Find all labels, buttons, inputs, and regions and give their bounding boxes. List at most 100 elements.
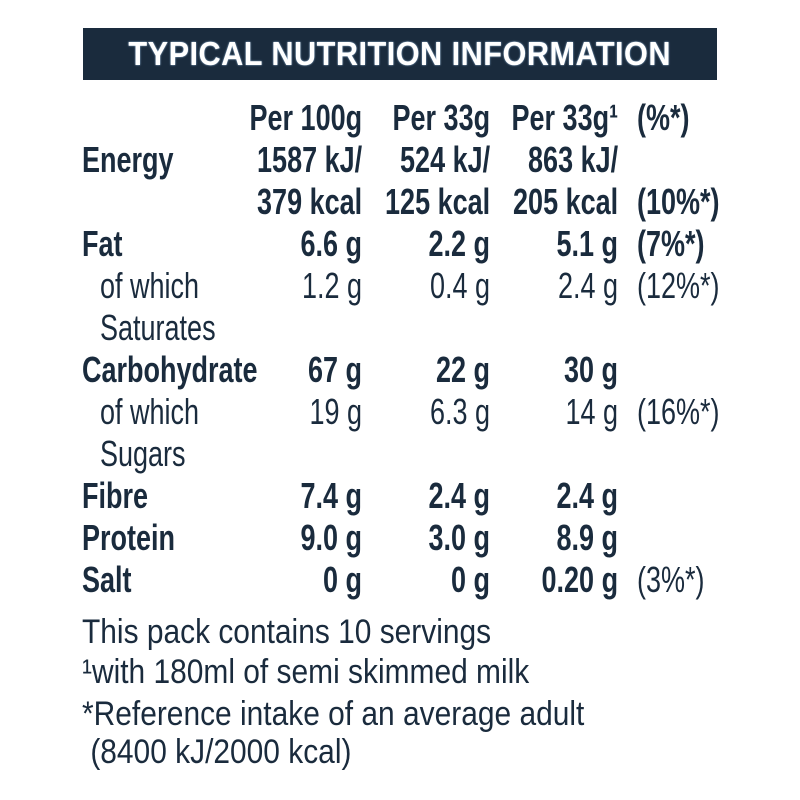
value-c1: 0 g [310, 559, 362, 601]
nutrient-label: Sugars [100, 433, 214, 475]
cell-text: 0 g [450, 559, 490, 600]
cell-text: 30 g [563, 349, 618, 390]
cell-text: 8.9 g [556, 517, 618, 558]
value-c3: 0.20 g [516, 559, 618, 601]
value-c2: 6.3 g [410, 391, 490, 433]
value-c1: 7.4 g [280, 475, 362, 517]
cell-text: 19 g [309, 391, 362, 432]
cell-text: 2.4 g [557, 265, 618, 306]
cell-text: Per 33g [392, 97, 490, 138]
cell-text: Salt [82, 559, 132, 600]
value-c1: 6.6 g [280, 223, 362, 265]
cell-text: 6.6 g [300, 223, 362, 264]
reference-intake-percent: (7%*) [637, 223, 727, 265]
nutrient-label: Salt [82, 559, 148, 601]
value-c3: 5.1 g [536, 223, 618, 265]
cell-text: 0.4 g [429, 265, 490, 306]
cell-text: 863 kJ/ [527, 139, 618, 180]
cell-text: Saturates [100, 307, 216, 348]
footnote-line: *Reference intake of an average adult [82, 693, 653, 735]
value-c1: Per 100g [212, 97, 362, 139]
cell-text: 125 kcal [384, 181, 490, 222]
reference-intake-percent: (3%*) [637, 559, 727, 601]
cell-text: Fibre [82, 475, 149, 516]
table-row: of which 1.2 g 0.4 g 2.4 g (12%*) [0, 265, 800, 307]
cell-text: (3%*) [637, 559, 705, 600]
cell-text: (7%*) [637, 223, 705, 264]
reference-intake-percent: (10%*) [637, 181, 747, 223]
cell-text: 3.0 g [428, 517, 490, 558]
nutrient-label: Saturates [100, 307, 254, 349]
table-row: 379 kcal 125 kcal 205 kcal (10%*) [0, 181, 800, 223]
value-c3: Per 33g¹ [476, 97, 618, 139]
footnote-text: *Reference intake of an average adult [82, 695, 585, 733]
value-c2: 125 kcal [350, 181, 490, 223]
footnote-text: ¹with 180ml of semi skimmed milk [82, 653, 530, 691]
cell-text: 205 kcal [512, 181, 618, 222]
footnote-text: This pack contains 10 servings [82, 613, 492, 651]
cell-text: 22 g [435, 349, 490, 390]
cell-text: 14 g [565, 391, 618, 432]
value-c2: 0.4 g [410, 265, 490, 307]
table-header-row: Per 100g Per 33g Per 33g¹ (%*) [0, 97, 800, 139]
nutrient-label: Carbohydrate [82, 349, 316, 391]
value-c2: 2.4 g [408, 475, 490, 517]
value-c1: 67 g [290, 349, 362, 391]
table-row: Saturates [0, 307, 800, 349]
value-c1: 9.0 g [280, 517, 362, 559]
value-c3: 2.4 g [536, 475, 618, 517]
table-row: Sugars [0, 433, 800, 475]
value-c2: 2.2 g [408, 223, 490, 265]
value-c3: 30 g [546, 349, 618, 391]
cell-text: 1587 kJ/ [256, 139, 362, 180]
cell-text: 7.4 g [300, 475, 362, 516]
cell-text: 0.20 g [541, 559, 618, 600]
nutrient-label: Fat [82, 223, 136, 265]
reference-intake-percent: (%*) [637, 97, 707, 139]
value-c3: 14 g [548, 391, 618, 433]
page-title: TYPICAL NUTRITION INFORMATION [128, 35, 672, 72]
cell-text: Energy [82, 139, 174, 180]
table-row: Protein 9.0 g 3.0 g 8.9 g [0, 517, 800, 559]
value-c3: 2.4 g [538, 265, 618, 307]
reference-intake-percent: (12%*) [637, 265, 747, 307]
value-c2: Per 33g [360, 97, 490, 139]
title-banner: TYPICAL NUTRITION INFORMATION [83, 28, 717, 80]
cell-text: 2.4 g [556, 475, 618, 516]
table-row: Fat 6.6 g 2.2 g 5.1 g (7%*) [0, 223, 800, 265]
value-c3: 863 kJ/ [498, 139, 618, 181]
footnote-text: (8400 kJ/2000 kcal) [82, 733, 352, 771]
cell-text: Fat [82, 223, 123, 264]
footnote-line: This pack contains 10 servings [82, 611, 547, 653]
value-c1: 1587 kJ/ [222, 139, 362, 181]
nutrient-label: of which [100, 265, 232, 307]
cell-text: 1.2 g [301, 265, 362, 306]
table-row: Fibre 7.4 g 2.4 g 2.4 g [0, 475, 800, 517]
cell-text: (16%*) [637, 391, 720, 432]
cell-text: 9.0 g [300, 517, 362, 558]
nutrient-label: Energy [82, 139, 204, 181]
cell-text: 524 kJ/ [399, 139, 490, 180]
cell-text: of which [100, 391, 200, 432]
nutrient-label: Protein [82, 517, 206, 559]
table-row: Energy 1587 kJ/524 kJ/863 kJ/ [0, 139, 800, 181]
cell-text: of which [100, 265, 200, 306]
cell-text: Per 100g [249, 97, 362, 138]
cell-text: Protein [82, 517, 176, 558]
table-row: Salt 0 g 0 g 0.20 g (3%*) [0, 559, 800, 601]
value-c2: 524 kJ/ [370, 139, 490, 181]
value-c1: 1.2 g [282, 265, 362, 307]
footnote-line: ¹with 180ml of semi skimmed milk [82, 651, 590, 693]
value-c3: 205 kcal [478, 181, 618, 223]
value-c1: 379 kcal [222, 181, 362, 223]
nutrient-label: Fibre [82, 475, 170, 517]
cell-text: (%*) [637, 97, 690, 138]
value-c2: 22 g [418, 349, 490, 391]
cell-text: Sugars [100, 433, 186, 474]
value-c3: 8.9 g [536, 517, 618, 559]
cell-text: 379 kcal [256, 181, 362, 222]
cell-text: (12%*) [637, 265, 720, 306]
table-row: Carbohydrate 67 g 22 g 30 g [0, 349, 800, 391]
cell-text: 6.3 g [429, 391, 490, 432]
cell-text: 2.4 g [428, 475, 490, 516]
